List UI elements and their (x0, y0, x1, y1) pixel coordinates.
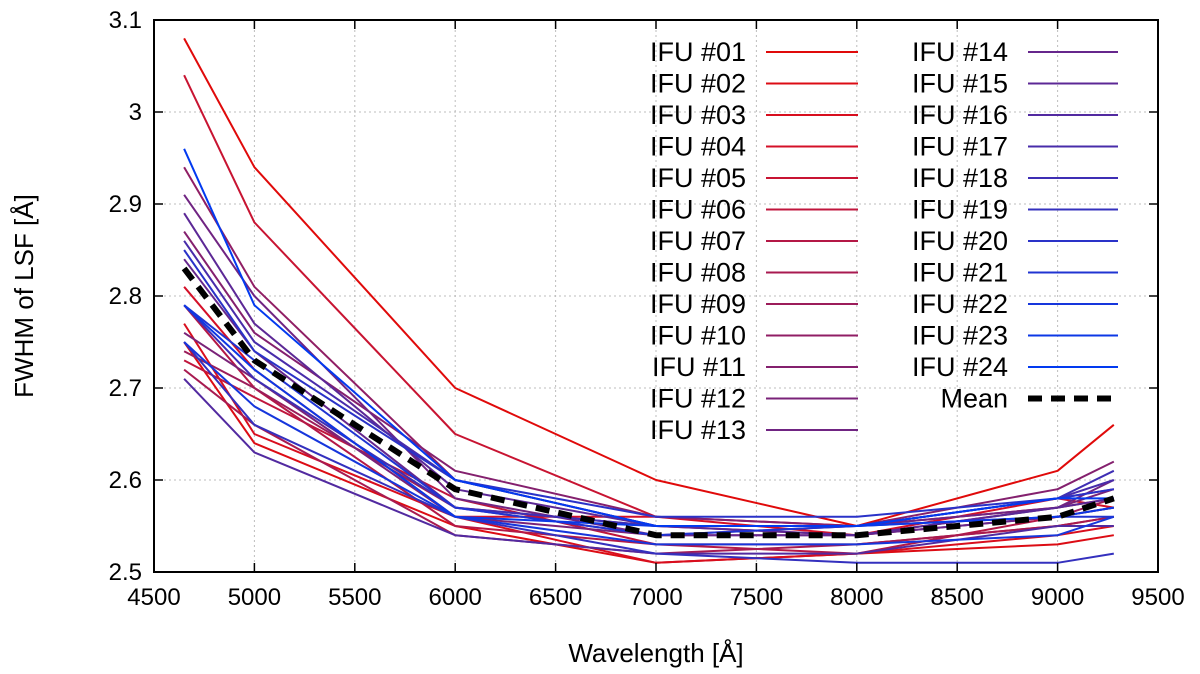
y-tick-label: 2.5 (109, 559, 142, 586)
legend-label: IFU #16 (912, 100, 1008, 130)
legend-label: IFU #15 (912, 69, 1008, 99)
x-tick-label: 6500 (529, 584, 582, 611)
legend-label: IFU #03 (650, 100, 746, 130)
y-tick-label: 3 (129, 99, 142, 126)
y-tick-label: 2.9 (109, 191, 142, 218)
x-tick-label: 8000 (830, 584, 883, 611)
x-tick-label: 4500 (127, 584, 180, 611)
series-line-ifu-24 (183, 148, 1114, 527)
series-layer (181, 37, 1115, 564)
x-axis-title: Wavelength [Å] (568, 638, 743, 668)
legend-label: Mean (940, 384, 1008, 414)
y-tick-label: 2.8 (109, 283, 142, 310)
legend-label: IFU #01 (650, 37, 746, 67)
legend-label: IFU #12 (650, 384, 746, 414)
legend-label: IFU #24 (912, 352, 1008, 382)
series-line-ifu-01 (183, 37, 1115, 527)
legend-label: IFU #02 (650, 69, 746, 99)
x-tick-label: 6000 (429, 584, 482, 611)
x-tick-label: 5000 (228, 584, 281, 611)
y-axis-title: FWHM of LSF [Å] (9, 194, 39, 398)
y-tick-label: 2.6 (109, 467, 142, 494)
x-tick-label: 7500 (730, 584, 783, 611)
legend-label: IFU #21 (912, 258, 1008, 288)
x-tick-label: 9500 (1131, 584, 1184, 611)
legend-label: IFU #06 (650, 195, 746, 225)
y-tick-label: 2.7 (109, 375, 142, 402)
legend-label: IFU #08 (650, 258, 746, 288)
legend-label: IFU #13 (650, 415, 746, 445)
series-line-mean (181, 266, 1115, 539)
legend-label: IFU #10 (650, 321, 746, 351)
legend-label: IFU #04 (650, 132, 746, 162)
legend-label: IFU #09 (650, 289, 746, 319)
legend-label: IFU #18 (912, 163, 1008, 193)
legend-label: IFU #22 (912, 289, 1008, 319)
legend-label: IFU #07 (650, 226, 746, 256)
legend-label: IFU #20 (912, 226, 1008, 256)
legend-label: IFU #14 (912, 37, 1008, 67)
legend-label: IFU #05 (650, 163, 746, 193)
legend-label: IFU #19 (912, 195, 1008, 225)
grid (154, 20, 1158, 572)
x-tick-label: 7000 (629, 584, 682, 611)
legend-label: IFU #23 (912, 321, 1008, 351)
series-line-ifu-19 (183, 341, 1114, 564)
axis-ticks: 4500 5000 5500 6000 6500 7000 7500 8000 8500 9000… (109, 7, 1185, 611)
series-line-ifu-22 (183, 341, 1115, 546)
y-tick-label: 3.1 (109, 7, 142, 34)
x-tick-label: 8500 (931, 584, 984, 611)
legend-label: IFU #17 (912, 132, 1008, 162)
x-tick-label: 9000 (1031, 584, 1084, 611)
legend-label: IFU #11 (652, 352, 746, 382)
x-tick-label: 5500 (328, 584, 381, 611)
